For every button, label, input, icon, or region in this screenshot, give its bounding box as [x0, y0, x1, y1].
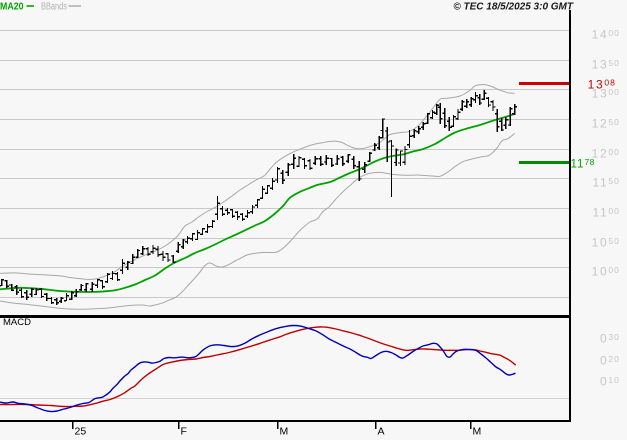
svg-text:BBands: BBands [41, 2, 67, 13]
svg-text:MACD: MACD [3, 317, 31, 328]
svg-text:A: A [378, 426, 385, 438]
svg-text:MA20: MA20 [0, 2, 24, 13]
svg-text:25: 25 [75, 426, 87, 438]
svg-text:M: M [473, 426, 482, 438]
svg-text:M: M [280, 426, 289, 438]
svg-text:F: F [181, 426, 187, 438]
svg-text:© TEC 18/5/2025 3:0 GMT: © TEC 18/5/2025 3:0 GMT [453, 2, 574, 13]
